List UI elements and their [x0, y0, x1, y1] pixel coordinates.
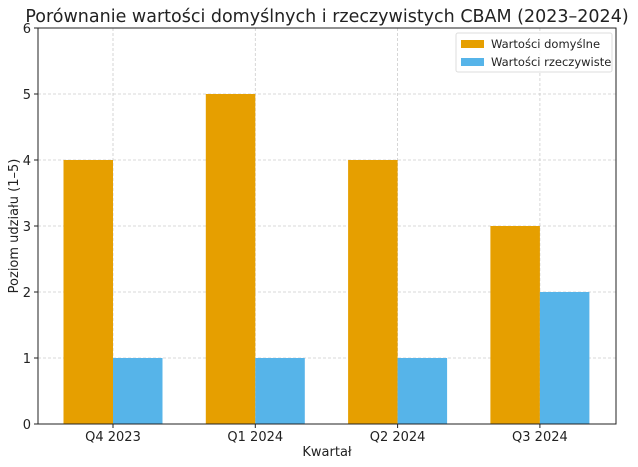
x-tick-label: Q4 2023 — [85, 430, 141, 445]
y-tick-label: 1 — [23, 352, 31, 367]
y-axis-label: Poziom udziału (1–5) — [7, 159, 22, 294]
bar-actual — [539, 292, 590, 424]
y-tick-label: 0 — [23, 418, 31, 433]
legend: Wartości domyślne Wartości rzeczywiste — [455, 32, 613, 73]
y-tick-label: 5 — [23, 88, 31, 103]
legend-box — [455, 32, 613, 73]
legend-swatch — [461, 40, 484, 48]
legend-swatch — [461, 58, 484, 66]
x-axis-label: Kwartał — [302, 445, 352, 460]
y-tick-label: 3 — [23, 220, 31, 235]
bar-actual — [113, 358, 163, 424]
legend-label: Wartości rzeczywiste — [491, 55, 611, 69]
bar-actual — [397, 358, 448, 424]
bar-actual — [255, 358, 305, 424]
bar-default — [348, 160, 398, 424]
chart-title: Porównanie wartości domyślnych i rzeczyw… — [25, 7, 628, 27]
x-tick-label: Q1 2024 — [227, 430, 283, 445]
bars — [63, 94, 590, 424]
x-tick-label: Q2 2024 — [370, 430, 426, 445]
y-tick-label: 4 — [23, 154, 31, 169]
bar-default — [63, 160, 113, 424]
bar-default — [490, 226, 540, 424]
axes: 0 1 2 3 4 5 6 Q4 2023 Q1 2024 Q2 2024 Q3 2024 — [23, 22, 617, 445]
bar-default — [205, 94, 256, 424]
y-tick-label: 6 — [23, 22, 31, 37]
plot-frame — [37, 27, 617, 425]
x-tick-label: Q3 2024 — [512, 430, 568, 445]
legend-label: Wartości domyślne — [491, 37, 600, 51]
y-tick-label: 2 — [23, 286, 31, 301]
